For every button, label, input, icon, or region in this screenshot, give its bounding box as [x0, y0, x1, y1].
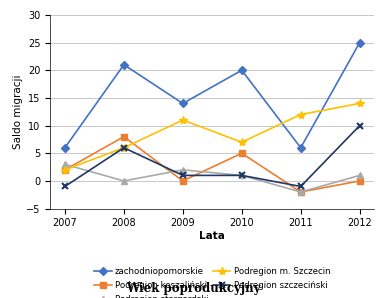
- Podregion m. Szczecin: [122, 146, 126, 150]
- Podregion m. Szczecin: [239, 140, 244, 144]
- Text: Wiek poprodukcyjny: Wiek poprodukcyjny: [126, 282, 260, 295]
- Podregion szczeciński: [122, 146, 126, 150]
- Podregion koszaliński: [239, 151, 244, 155]
- Podregion stargardski: [298, 190, 303, 194]
- Podregion m. Szczecin: [357, 102, 362, 105]
- zachodniopomorskie: [239, 69, 244, 72]
- zachodniopomorskie: [122, 63, 126, 66]
- Podregion m. Szczecin: [63, 168, 67, 172]
- Podregion koszaliński: [122, 135, 126, 139]
- Podregion m. Szczecin: [181, 118, 185, 122]
- zachodniopomorskie: [63, 146, 67, 150]
- Podregion koszaliński: [63, 168, 67, 172]
- Podregion szczeciński: [298, 185, 303, 188]
- Podregion stargardski: [357, 174, 362, 177]
- Line: zachodniopomorskie: zachodniopomorskie: [62, 40, 362, 150]
- Podregion koszaliński: [298, 190, 303, 194]
- Line: Podregion szczeciński: Podregion szczeciński: [61, 122, 363, 190]
- Podregion m. Szczecin: [298, 113, 303, 116]
- Podregion szczeciński: [63, 185, 67, 188]
- Podregion szczeciński: [239, 174, 244, 177]
- zachodniopomorskie: [357, 41, 362, 44]
- zachodniopomorskie: [181, 102, 185, 105]
- X-axis label: Lata: Lata: [199, 231, 225, 241]
- Podregion szczeciński: [181, 174, 185, 177]
- Legend: zachodniopomorskie, Podregion koszaliński, Podregion stargardski, Podregion m. S: zachodniopomorskie, Podregion koszalińsk…: [94, 267, 330, 298]
- Line: Podregion stargardski: Podregion stargardski: [62, 162, 362, 195]
- Podregion stargardski: [122, 179, 126, 183]
- Podregion stargardski: [181, 168, 185, 172]
- zachodniopomorskie: [298, 146, 303, 150]
- Podregion koszaliński: [357, 179, 362, 183]
- Podregion stargardski: [63, 162, 67, 166]
- Podregion stargardski: [239, 174, 244, 177]
- Line: Podregion koszaliński: Podregion koszaliński: [62, 134, 362, 195]
- Podregion szczeciński: [357, 124, 362, 127]
- Y-axis label: Saldo migracji: Saldo migracji: [13, 74, 23, 149]
- Line: Podregion m. Szczecin: Podregion m. Szczecin: [61, 99, 364, 174]
- Podregion koszaliński: [181, 179, 185, 183]
